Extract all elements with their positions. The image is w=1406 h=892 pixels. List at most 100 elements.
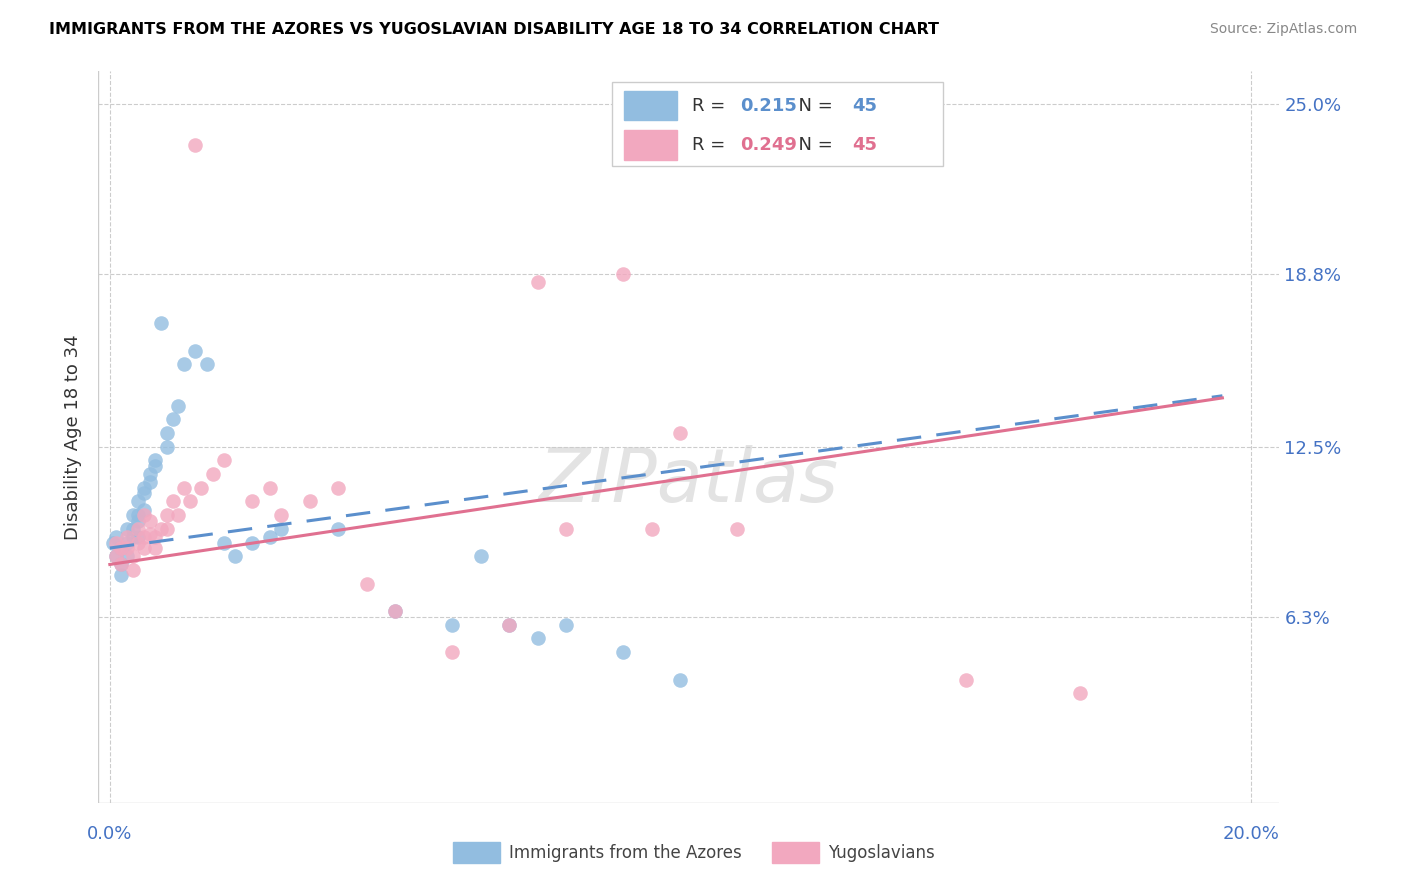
Text: N =: N =: [787, 136, 838, 154]
Point: [121, 549, 143, 564]
Point: [132, 481, 155, 495]
Point: [555, 617, 578, 632]
Point: [669, 673, 692, 687]
Point: [132, 502, 155, 516]
Bar: [624, 130, 678, 160]
Text: IMMIGRANTS FROM THE AZORES VS YUGOSLAVIAN DISABILITY AGE 18 TO 34 CORRELATION CH: IMMIGRANTS FROM THE AZORES VS YUGOSLAVIA…: [49, 22, 939, 37]
Point: [104, 549, 127, 564]
Point: [470, 549, 492, 564]
Point: [110, 541, 132, 555]
Y-axis label: Disability Age 18 to 34: Disability Age 18 to 34: [65, 334, 83, 540]
Point: [104, 535, 127, 549]
Point: [162, 412, 184, 426]
Point: [104, 549, 127, 564]
Point: [132, 486, 155, 500]
Point: [212, 535, 235, 549]
Point: [441, 617, 464, 632]
Point: [167, 508, 190, 523]
Point: [612, 645, 634, 659]
Point: [115, 535, 138, 549]
Point: [115, 522, 138, 536]
Point: [139, 527, 162, 541]
Text: R =: R =: [693, 136, 731, 154]
Point: [641, 522, 664, 536]
Point: [498, 617, 520, 632]
Text: Immigrants from the Azores: Immigrants from the Azores: [509, 844, 742, 862]
Point: [179, 494, 201, 508]
Point: [173, 481, 195, 495]
Point: [224, 549, 246, 564]
Point: [955, 673, 977, 687]
Point: [127, 494, 149, 508]
Point: [167, 399, 190, 413]
Text: ZIPatlas: ZIPatlas: [538, 445, 839, 517]
Point: [162, 494, 184, 508]
Point: [259, 530, 281, 544]
Text: 0.249: 0.249: [740, 136, 797, 154]
Point: [145, 453, 167, 467]
Point: [184, 343, 207, 358]
Bar: [453, 842, 501, 863]
Point: [139, 475, 162, 490]
Text: N =: N =: [787, 97, 838, 115]
Text: 0.215: 0.215: [740, 97, 797, 115]
Point: [132, 508, 155, 523]
Point: [384, 604, 406, 618]
Point: [127, 535, 149, 549]
Point: [725, 522, 748, 536]
Point: [127, 522, 149, 536]
Point: [132, 530, 155, 544]
Point: [110, 558, 132, 572]
Point: [145, 541, 167, 555]
Point: [115, 541, 138, 555]
Text: Source: ZipAtlas.com: Source: ZipAtlas.com: [1209, 22, 1357, 37]
Point: [242, 535, 264, 549]
Point: [150, 317, 173, 331]
Point: [150, 522, 173, 536]
Point: [156, 425, 179, 440]
Point: [384, 604, 406, 618]
Point: [195, 358, 218, 372]
Bar: [772, 842, 818, 863]
Point: [156, 440, 179, 454]
Point: [498, 617, 520, 632]
Point: [173, 358, 195, 372]
Text: 45: 45: [852, 97, 877, 115]
Point: [555, 522, 578, 536]
Point: [121, 522, 143, 536]
Point: [101, 535, 124, 549]
Point: [121, 563, 143, 577]
Point: [526, 632, 548, 646]
Point: [110, 541, 132, 555]
Point: [356, 576, 378, 591]
Point: [127, 508, 149, 523]
Point: [612, 267, 634, 281]
Point: [156, 522, 179, 536]
Point: [115, 549, 138, 564]
Point: [326, 481, 349, 495]
Point: [145, 530, 167, 544]
Text: Yugoslavians: Yugoslavians: [828, 844, 935, 862]
Point: [212, 453, 235, 467]
Point: [156, 508, 179, 523]
Point: [201, 467, 224, 481]
Point: [121, 530, 143, 544]
Point: [669, 425, 692, 440]
Point: [190, 481, 212, 495]
Text: 20.0%: 20.0%: [1222, 825, 1279, 843]
Point: [270, 522, 292, 536]
Point: [270, 508, 292, 523]
Text: R =: R =: [693, 97, 731, 115]
Point: [242, 494, 264, 508]
Point: [110, 558, 132, 572]
Point: [127, 514, 149, 528]
Point: [127, 530, 149, 544]
Point: [326, 522, 349, 536]
Point: [259, 481, 281, 495]
Point: [110, 568, 132, 582]
Bar: [624, 91, 678, 120]
Point: [1069, 686, 1091, 700]
Point: [298, 494, 321, 508]
Point: [145, 458, 167, 473]
Point: [121, 508, 143, 523]
